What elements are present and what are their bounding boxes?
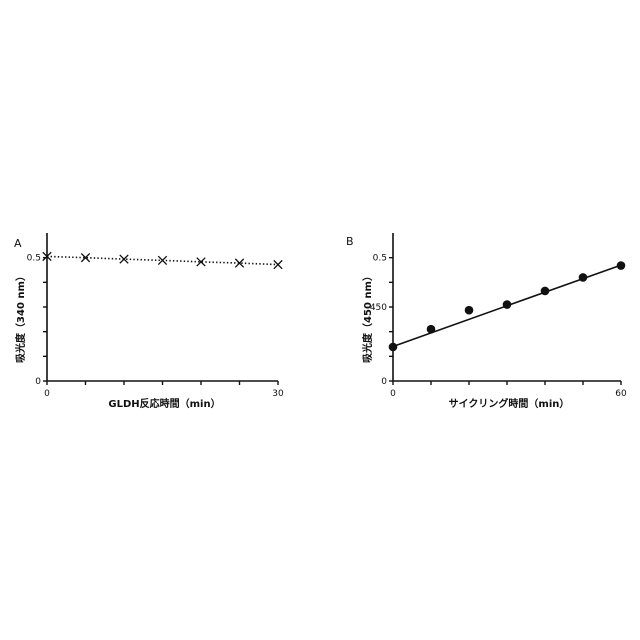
data-point-dot xyxy=(465,306,474,315)
x-tick-label: 0 xyxy=(390,389,396,399)
data-point-dot xyxy=(503,300,512,309)
y-axis-title: 吸光度（340 nm） xyxy=(14,271,27,363)
x-tick-label: 60 xyxy=(615,389,627,399)
data-point-dot xyxy=(541,287,550,296)
y-tick-label: 0.5 xyxy=(373,254,387,264)
data-point-dot xyxy=(617,261,626,270)
data-point-x-marker xyxy=(274,260,282,268)
data-point-dot xyxy=(579,273,588,282)
x-tick-label: 0 xyxy=(44,389,50,399)
panel-label: A xyxy=(14,237,22,250)
x-axis-title: サイクリング時間（min） xyxy=(449,397,570,410)
chart-panel-a: A 0 0.5 0 30 GLDH反応時間（min） 吸光度（340 nm） xyxy=(14,233,284,410)
panel-label: B xyxy=(346,235,354,248)
data-point-dot xyxy=(427,325,436,334)
data-point-dot xyxy=(389,343,398,352)
data-point-x-marker xyxy=(81,253,89,261)
chart-panel-b: B04500.5060サイクリング時間（min）吸光度（450 nm） xyxy=(346,233,627,410)
y-tick-label: 0.5 xyxy=(27,254,41,264)
y-tick-label: 0 xyxy=(381,377,387,387)
y-axis-title: 吸光度（450 nm） xyxy=(361,271,374,363)
x-tick-label: 30 xyxy=(272,389,284,399)
x-axis-title: GLDH反応時間（min） xyxy=(108,397,220,410)
y-tick-label: 0 xyxy=(35,377,41,387)
data-point-x-marker xyxy=(197,258,205,266)
